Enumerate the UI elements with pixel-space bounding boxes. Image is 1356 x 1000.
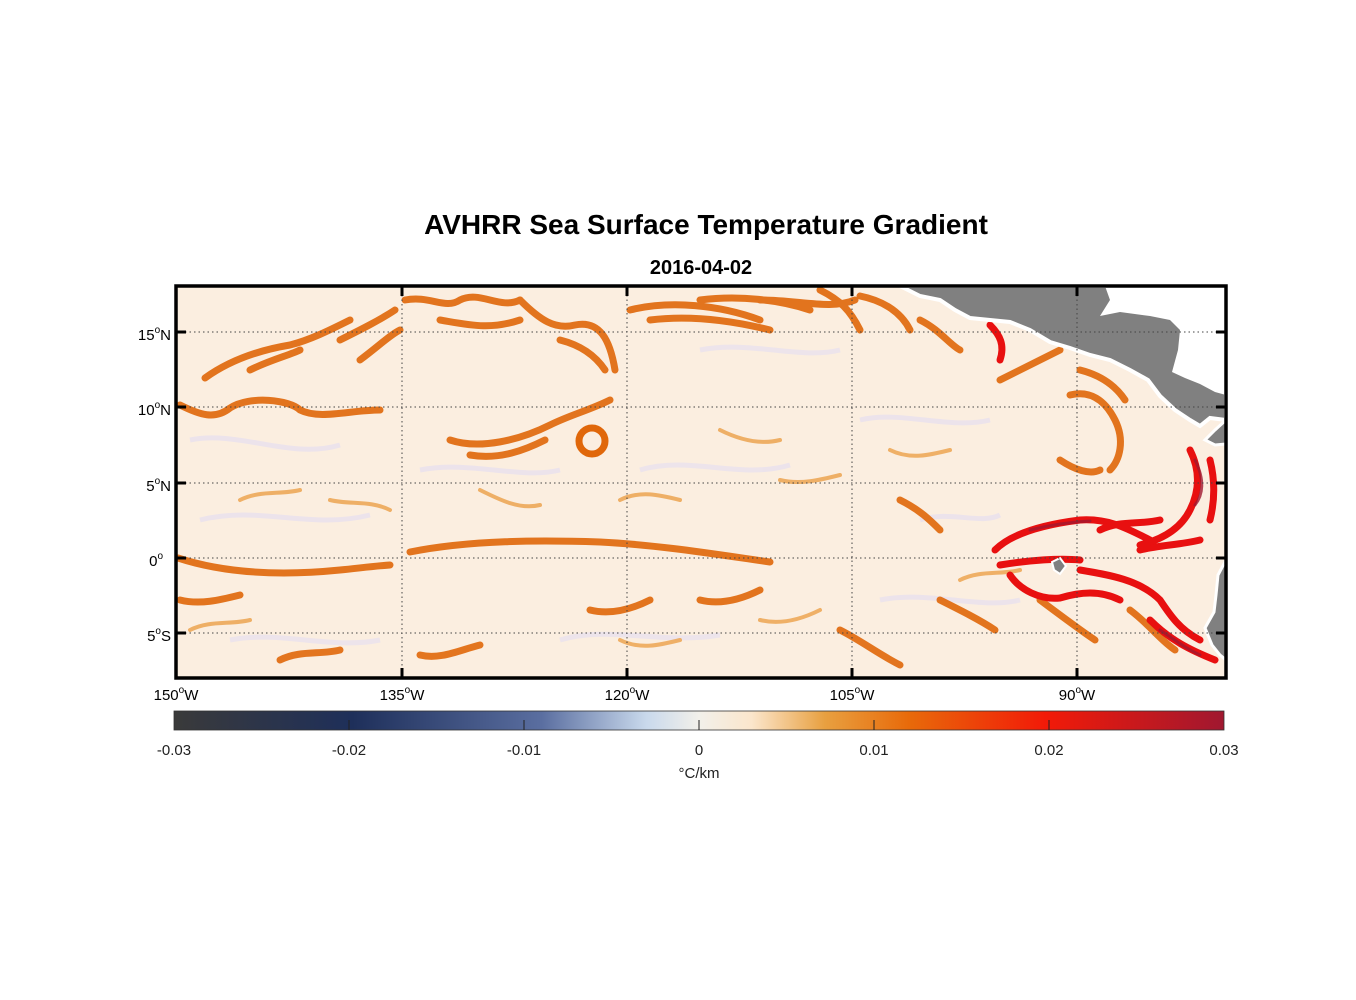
lon-label-120w: 120oW: [605, 685, 651, 704]
colorbar-tick-label: 0.03: [1209, 742, 1238, 759]
lon-label-150w: 150oW: [154, 685, 200, 704]
colorbar-tick-label: -0.01: [507, 742, 541, 759]
map-area: [176, 286, 1226, 678]
map-date: 2016-04-02: [650, 257, 752, 279]
lon-label-105w: 105oW: [830, 685, 876, 704]
lat-label-5n: 5oN: [146, 476, 171, 495]
colorbar-tick-label: 0: [695, 742, 703, 759]
galapagos-island: [1050, 556, 1068, 576]
colorbar: -0.03 -0.02 -0.01 0 0.01 0.02 0.03 °C/km: [157, 710, 1239, 782]
land-layer: [899, 286, 1226, 662]
lat-label-5s: 5oS: [147, 626, 171, 645]
colorbar-tick-label: -0.03: [157, 742, 191, 759]
lon-label-90w: 90oW: [1059, 685, 1096, 704]
lat-label-0: 0o: [149, 551, 163, 570]
max-fronts-layer: [1028, 458, 1204, 657]
colorbar-tick-label: 0.02: [1034, 742, 1063, 759]
lon-label-135w: 135oW: [380, 685, 426, 704]
peru-land: [1203, 559, 1226, 662]
strong-fronts-layer: [986, 321, 1219, 664]
colombia-land-north: [1202, 417, 1226, 447]
latitude-labels: 15oN 10oN 5oN 0o 5oS: [138, 325, 171, 645]
texture-layer: [189, 344, 1021, 646]
lat-label-10n: 10oN: [138, 400, 171, 419]
lat-label-15n: 15oN: [138, 325, 171, 344]
colorbar-units: °C/km: [679, 765, 720, 782]
colorbar-tick-label: -0.02: [332, 742, 366, 759]
caribbean-water: [1100, 286, 1226, 395]
colorbar-ticks: [348, 720, 1050, 730]
fronts-layer: [176, 286, 1179, 669]
central-america-land: [899, 286, 1226, 429]
map-title: AVHRR Sea Surface Temperature Gradient: [424, 209, 988, 240]
tick-marks: [176, 286, 1226, 678]
longitude-labels: 150oW 135oW 120oW 105oW 90oW: [154, 685, 1096, 704]
colorbar-tick-label: 0.01: [859, 742, 888, 759]
eddy-ring: [575, 424, 609, 458]
